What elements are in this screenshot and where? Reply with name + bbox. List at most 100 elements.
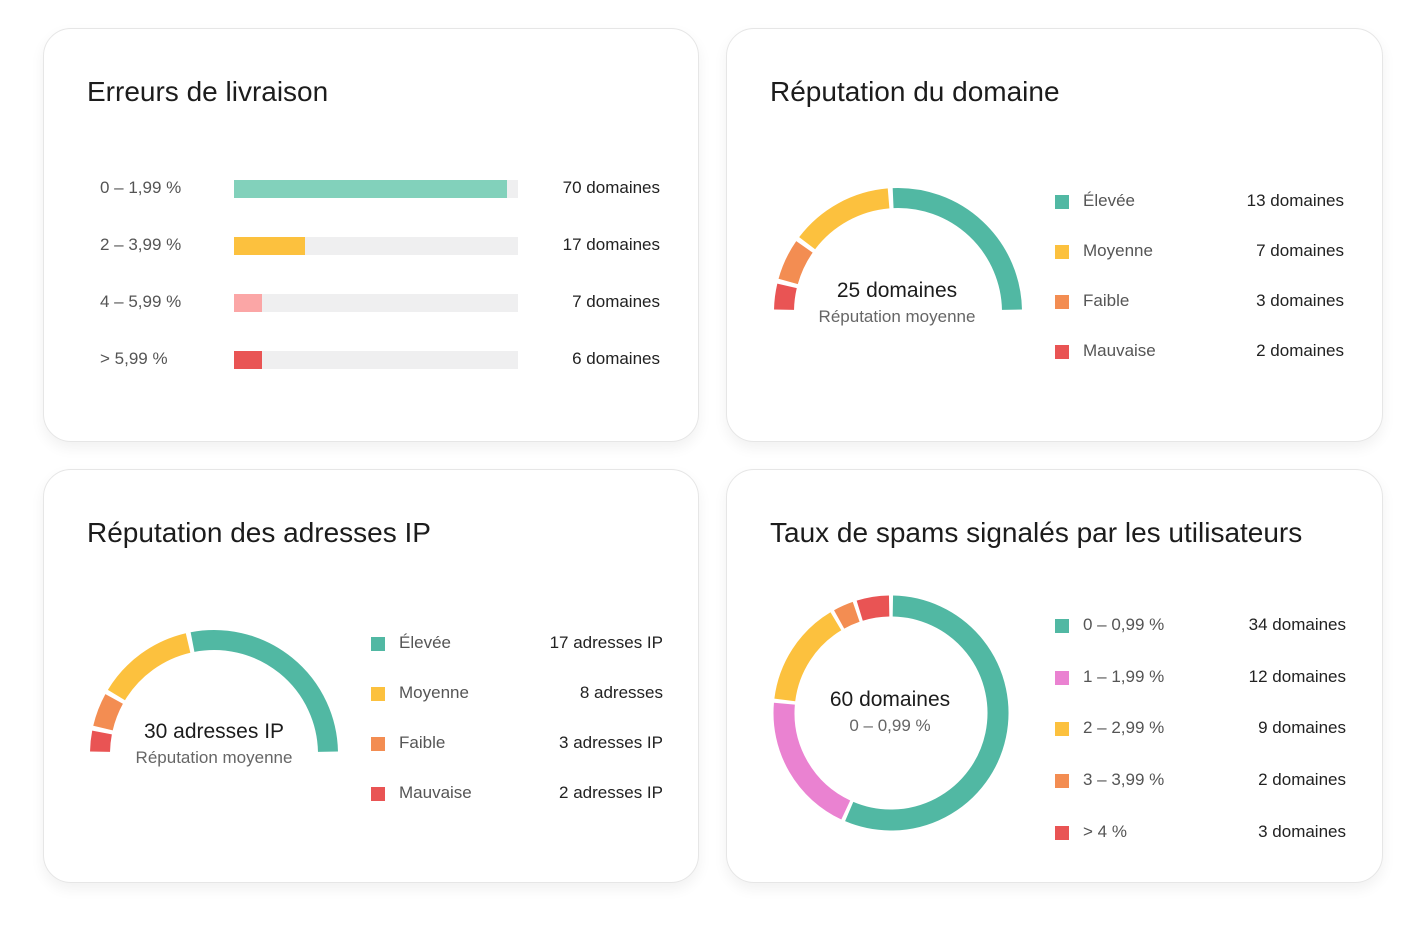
legend-item: 3 – 3,99 % 2 domaines <box>1055 770 1346 792</box>
donut-center-sub: 0 – 0,99 % <box>849 716 931 735</box>
bar-track <box>234 237 518 255</box>
gauge-center-sub: Réputation moyenne <box>135 748 293 767</box>
card-title: Taux de spams signalés par les utilisate… <box>770 517 1303 548</box>
legend-item: Mauvaise 2 adresses IP <box>371 783 663 805</box>
legend-swatch <box>371 687 385 701</box>
legend-swatch <box>1055 774 1069 788</box>
donut-center-main: 60 domaines <box>829 688 951 711</box>
card-title: Erreurs de livraison <box>87 76 329 107</box>
donut-segment <box>773 702 851 820</box>
bar-fill <box>234 237 305 255</box>
legend-value: 2 domaines <box>1256 341 1344 360</box>
legend-value: 2 domaines <box>1258 770 1346 789</box>
legend-item: Élevée 13 domaines <box>1055 191 1344 213</box>
legend-value: 3 adresses IP <box>559 733 663 752</box>
delivery-errors-card: Erreurs de livraison 0 – 1,99 % 70 domain… <box>43 28 699 442</box>
legend-item: 1 – 1,99 % 12 domaines <box>1055 667 1346 689</box>
domain-reputation-card: Réputation du domaine 25 domaines Réputa… <box>726 28 1383 442</box>
legend-item: Faible 3 domaines <box>1055 291 1344 313</box>
domain-reputation-gauge <box>774 188 1022 311</box>
arc-segment-moyenne <box>799 188 890 250</box>
bar-value: 7 domaines <box>572 292 660 311</box>
legend-value: 3 domaines <box>1256 291 1344 310</box>
bar-track <box>234 351 518 369</box>
arc-segment-faible <box>778 241 813 285</box>
legend-swatch <box>371 637 385 651</box>
bar-label: 4 – 5,99 % <box>100 292 182 311</box>
legend-label: Élevée <box>1083 191 1135 210</box>
card-title: Réputation du domaine <box>770 76 1060 107</box>
donut-segment <box>834 601 860 629</box>
legend-label: 3 – 3,99 % <box>1083 770 1165 789</box>
legend-swatch <box>371 737 385 751</box>
legend-label: Élevée <box>399 633 451 652</box>
legend-swatch <box>371 787 385 801</box>
legend-value: 3 domaines <box>1258 822 1346 841</box>
legend-swatch <box>1055 619 1069 633</box>
legend-swatch <box>1055 195 1069 209</box>
legend-label: 2 – 2,99 % <box>1083 718 1165 737</box>
bar-track <box>234 294 518 312</box>
legend-swatch <box>1055 671 1069 685</box>
arc-segment-mauvaise <box>774 283 797 311</box>
bar-value: 6 domaines <box>572 349 660 368</box>
legend-label: Mauvaise <box>1083 341 1156 360</box>
card-title: Réputation des adresses IP <box>87 517 431 548</box>
legend-value: 12 domaines <box>1248 667 1346 686</box>
arc-segment--lev-e <box>190 630 338 753</box>
ip-reputation-card: Réputation des adresses IP 30 adresses I… <box>43 469 699 883</box>
spam-rate-card: Taux de spams signalés par les utilisate… <box>726 469 1383 883</box>
bar-fill <box>234 294 263 312</box>
legend-label: Moyenne <box>399 683 469 702</box>
legend-label: Mauvaise <box>399 783 472 802</box>
arc-segment-mauvaise <box>90 730 112 753</box>
bar-label: > 5,99 % <box>100 349 168 368</box>
ip-reputation-gauge <box>90 630 338 753</box>
arc-segment-faible <box>93 694 124 731</box>
spam-rate-donut <box>773 595 1009 831</box>
legend-label: Moyenne <box>1083 241 1153 260</box>
legend-label: Faible <box>399 733 446 752</box>
gauge-center-label: 30 adresses IP Réputation moyenne <box>104 720 324 768</box>
legend-value: 9 domaines <box>1258 718 1346 737</box>
gauge-center-main: 30 adresses IP <box>143 720 285 743</box>
bar-track <box>234 180 518 198</box>
legend-value: 13 domaines <box>1246 191 1344 210</box>
legend-swatch <box>1055 245 1069 259</box>
legend-value: 8 adresses <box>579 683 663 702</box>
legend-item: > 4 % 3 domaines <box>1055 822 1346 844</box>
gauge-center-label: 25 domaines Réputation moyenne <box>787 279 1007 327</box>
legend-item: Moyenne 8 adresses <box>371 683 663 705</box>
bar-value: 70 domaines <box>562 178 660 197</box>
donut-segment <box>856 595 890 621</box>
legend-swatch <box>1055 722 1069 736</box>
legend-value: 7 domaines <box>1256 241 1344 260</box>
legend-item: Mauvaise 2 domaines <box>1055 341 1344 363</box>
arc-segment-moyenne <box>107 633 191 701</box>
bar-value: 17 domaines <box>562 235 660 254</box>
legend-swatch <box>1055 826 1069 840</box>
bar-fill <box>234 351 263 369</box>
legend-label: 1 – 1,99 % <box>1083 667 1165 686</box>
legend-label: 0 – 0,99 % <box>1083 615 1165 634</box>
donut-segment <box>845 595 1009 831</box>
donut-segment <box>774 612 842 702</box>
bar-label: 2 – 3,99 % <box>100 235 182 254</box>
legend-item: Élevée 17 adresses IP <box>371 633 663 655</box>
legend-item: 2 – 2,99 % 9 domaines <box>1055 718 1346 740</box>
legend-label: > 4 % <box>1083 822 1127 841</box>
legend-swatch <box>1055 345 1069 359</box>
bar-fill <box>234 180 507 198</box>
legend-item: Moyenne 7 domaines <box>1055 241 1344 263</box>
legend-value: 17 adresses IP <box>549 633 663 652</box>
bar-label: 0 – 1,99 % <box>100 178 182 197</box>
legend-value: 34 domaines <box>1248 615 1346 634</box>
legend-item: 0 – 0,99 % 34 domaines <box>1055 615 1346 637</box>
legend-value: 2 adresses IP <box>559 783 663 802</box>
arc-segment--lev-e <box>892 188 1022 311</box>
legend-swatch <box>1055 295 1069 309</box>
gauge-center-main: 25 domaines <box>836 279 958 302</box>
legend-item: Faible 3 adresses IP <box>371 733 663 755</box>
gauge-center-sub: Réputation moyenne <box>818 307 976 326</box>
legend-label: Faible <box>1083 291 1130 310</box>
